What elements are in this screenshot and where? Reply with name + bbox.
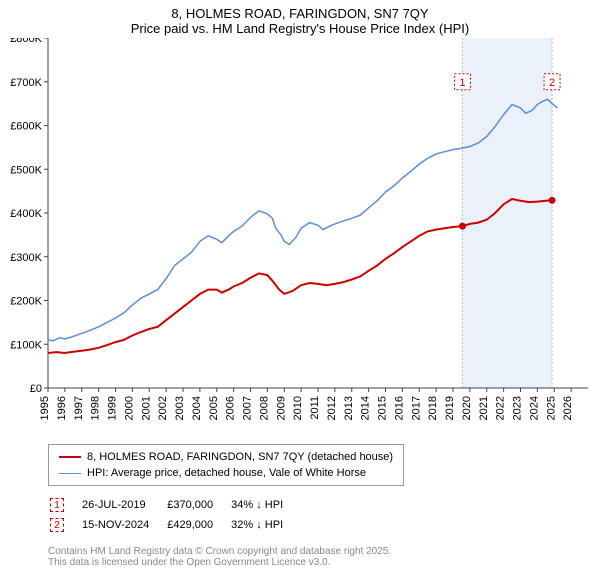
sale-date: 15-NOV-2024	[82, 516, 165, 534]
svg-text:2017: 2017	[410, 396, 422, 420]
sale-date: 26-JUL-2019	[82, 496, 165, 514]
svg-text:2016: 2016	[393, 396, 405, 420]
svg-text:2011: 2011	[309, 396, 321, 420]
svg-text:1999: 1999	[107, 396, 119, 420]
svg-text:2013: 2013	[343, 396, 355, 420]
svg-text:2026: 2026	[562, 396, 574, 420]
svg-text:2022: 2022	[495, 396, 507, 420]
footer-line: Contains HM Land Registry data © Crown c…	[48, 546, 600, 557]
marker-badge: 2	[50, 518, 64, 532]
svg-text:2025: 2025	[545, 396, 557, 420]
svg-text:2019: 2019	[444, 396, 456, 420]
svg-text:2010: 2010	[292, 396, 304, 420]
chart-title-address: 8, HOLMES ROAD, FARINGDON, SN7 7QY	[0, 6, 600, 21]
sale-delta: 32% ↓ HPI	[231, 516, 299, 534]
svg-text:2002: 2002	[157, 396, 169, 420]
svg-text:£400K: £400K	[10, 208, 42, 220]
legend-label: HPI: Average price, detached house, Vale…	[87, 467, 366, 479]
svg-text:2014: 2014	[360, 396, 372, 420]
svg-text:2007: 2007	[242, 396, 254, 420]
footer-line: This data is licensed under the Open Gov…	[48, 557, 600, 568]
svg-text:£800K: £800K	[10, 38, 42, 45]
legend-swatch-icon	[59, 456, 81, 458]
legend-swatch-icon	[59, 473, 81, 474]
sale-markers-table: 1 26-JUL-2019 £370,000 34% ↓ HPI 2 15-NO…	[48, 494, 301, 536]
legend: 8, HOLMES ROAD, FARINGDON, SN7 7QY (deta…	[48, 444, 404, 486]
svg-text:2021: 2021	[478, 396, 490, 420]
copyright-footer: Contains HM Land Registry data © Crown c…	[48, 546, 600, 568]
line-chart: £0 £100K £200K £300K £400K £500K £600K £700K £80…	[0, 38, 600, 438]
svg-text:2023: 2023	[512, 396, 524, 420]
legend-label: 8, HOLMES ROAD, FARINGDON, SN7 7QY (deta…	[87, 451, 393, 463]
svg-text:£300K: £300K	[10, 252, 42, 264]
svg-text:2024: 2024	[528, 396, 540, 420]
svg-text:£600K: £600K	[10, 121, 42, 133]
svg-text:£500K: £500K	[10, 164, 42, 176]
svg-text:£200K: £200K	[10, 296, 42, 308]
svg-text:2018: 2018	[427, 396, 439, 420]
legend-item-price-paid: 8, HOLMES ROAD, FARINGDON, SN7 7QY (deta…	[59, 449, 393, 465]
svg-text:1: 1	[459, 77, 465, 89]
legend-item-hpi: HPI: Average price, detached house, Vale…	[59, 465, 393, 481]
svg-text:2003: 2003	[174, 396, 186, 420]
svg-text:2001: 2001	[140, 396, 152, 420]
svg-text:£700K: £700K	[10, 77, 42, 89]
svg-text:2: 2	[549, 77, 555, 89]
svg-text:2004: 2004	[191, 396, 203, 420]
sale-price: £370,000	[167, 496, 229, 514]
svg-text:£0: £0	[30, 383, 42, 395]
svg-text:2009: 2009	[275, 396, 287, 420]
svg-text:2005: 2005	[208, 396, 220, 420]
chart-title-block: 8, HOLMES ROAD, FARINGDON, SN7 7QY Price…	[0, 0, 600, 38]
svg-text:1995: 1995	[39, 396, 51, 420]
svg-text:2000: 2000	[123, 396, 135, 420]
svg-text:2020: 2020	[461, 396, 473, 420]
chart-container: £0 £100K £200K £300K £400K £500K £600K £700K £80…	[0, 38, 600, 438]
svg-text:1997: 1997	[73, 396, 85, 420]
svg-text:£100K: £100K	[10, 339, 42, 351]
svg-text:1998: 1998	[90, 396, 102, 420]
sale-price: £429,000	[167, 516, 229, 534]
chart-title-sub: Price paid vs. HM Land Registry's House …	[0, 21, 600, 36]
svg-text:2012: 2012	[326, 396, 338, 420]
svg-text:2008: 2008	[258, 396, 270, 420]
svg-text:2015: 2015	[377, 396, 389, 420]
svg-text:1996: 1996	[56, 396, 68, 420]
table-row: 2 15-NOV-2024 £429,000 32% ↓ HPI	[50, 516, 299, 534]
table-row: 1 26-JUL-2019 £370,000 34% ↓ HPI	[50, 496, 299, 514]
sale-delta: 34% ↓ HPI	[231, 496, 299, 514]
marker-badge: 1	[50, 498, 64, 512]
svg-text:2006: 2006	[225, 396, 237, 420]
